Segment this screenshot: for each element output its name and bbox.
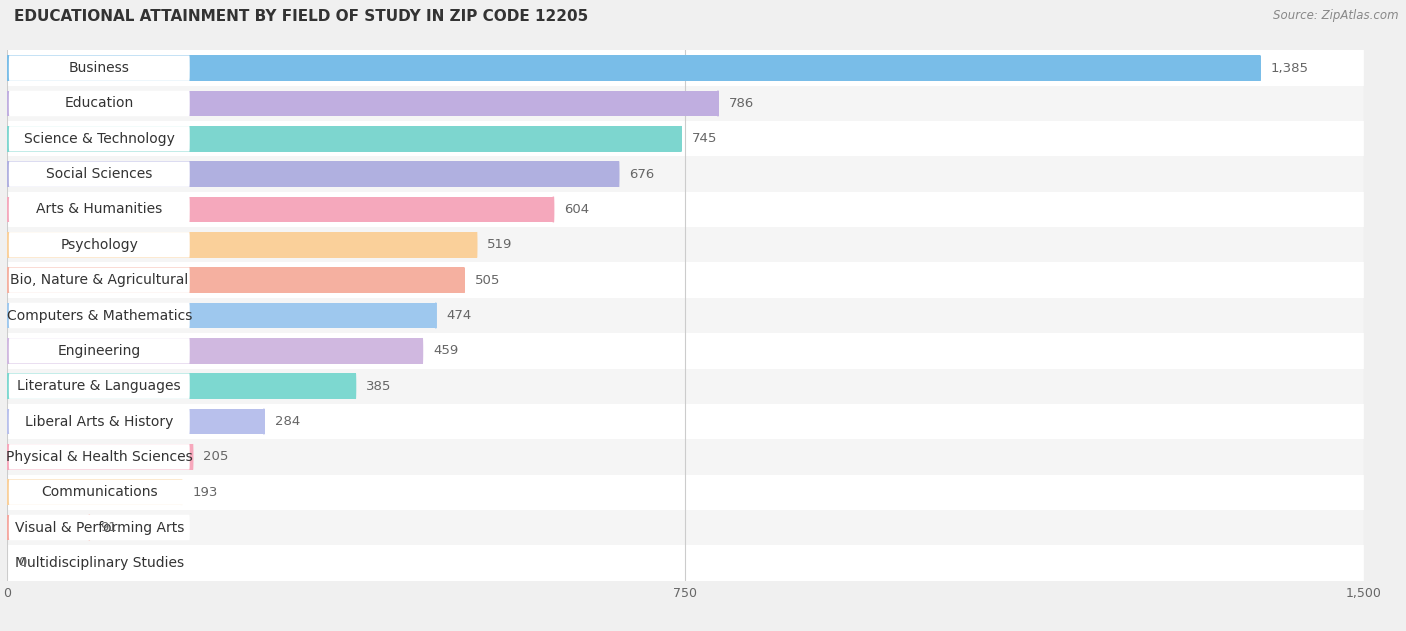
Text: Social Sciences: Social Sciences [46, 167, 152, 181]
Text: Bio, Nature & Agricultural: Bio, Nature & Agricultural [10, 273, 188, 287]
Text: 745: 745 [692, 133, 717, 145]
Bar [7, 480, 181, 505]
Text: Science & Technology: Science & Technology [24, 132, 174, 146]
FancyBboxPatch shape [8, 91, 190, 116]
Text: Communications: Communications [41, 485, 157, 499]
Bar [7, 510, 1364, 545]
Bar [7, 333, 1364, 369]
Bar [7, 50, 1364, 86]
Text: Literature & Languages: Literature & Languages [17, 379, 181, 393]
Text: 459: 459 [433, 345, 458, 357]
Text: Multidisciplinary Studies: Multidisciplinary Studies [14, 556, 184, 570]
Text: Visual & Performing Arts: Visual & Performing Arts [14, 521, 184, 534]
FancyBboxPatch shape [8, 374, 190, 399]
Bar [7, 156, 1364, 192]
Text: Arts & Humanities: Arts & Humanities [37, 203, 163, 216]
Text: Psychology: Psychology [60, 238, 138, 252]
Text: 474: 474 [447, 309, 472, 322]
Text: 786: 786 [728, 97, 754, 110]
FancyBboxPatch shape [8, 126, 190, 151]
Text: 0: 0 [18, 557, 27, 569]
Bar [7, 439, 1364, 475]
FancyBboxPatch shape [8, 550, 190, 575]
Bar [7, 197, 554, 222]
Bar [7, 162, 619, 187]
Bar [7, 338, 422, 363]
Text: Physical & Health Sciences: Physical & Health Sciences [6, 450, 193, 464]
FancyBboxPatch shape [8, 232, 190, 257]
Text: Education: Education [65, 97, 134, 110]
Bar [7, 91, 718, 116]
Bar [7, 262, 1364, 298]
Bar [7, 374, 356, 399]
Bar [7, 86, 1364, 121]
Text: Liberal Arts & History: Liberal Arts & History [25, 415, 173, 428]
Text: 505: 505 [475, 274, 501, 286]
Text: 91: 91 [100, 521, 117, 534]
Text: 676: 676 [630, 168, 655, 180]
Bar [7, 192, 1364, 227]
Bar [7, 409, 264, 434]
Text: 1,385: 1,385 [1271, 62, 1309, 74]
Text: Business: Business [69, 61, 129, 75]
Bar [7, 232, 477, 257]
Bar [7, 515, 90, 540]
Bar [7, 369, 1364, 404]
FancyBboxPatch shape [8, 56, 190, 81]
Bar [7, 126, 681, 151]
Bar [7, 121, 1364, 156]
Text: 385: 385 [366, 380, 391, 392]
Text: 519: 519 [488, 239, 513, 251]
Bar [7, 303, 436, 328]
Text: Engineering: Engineering [58, 344, 141, 358]
Text: Source: ZipAtlas.com: Source: ZipAtlas.com [1274, 9, 1399, 23]
FancyBboxPatch shape [8, 303, 190, 328]
FancyBboxPatch shape [8, 197, 190, 222]
FancyBboxPatch shape [8, 515, 190, 540]
Text: 205: 205 [204, 451, 229, 463]
Bar [7, 56, 1260, 81]
FancyBboxPatch shape [8, 268, 190, 293]
Bar [7, 545, 1364, 581]
Bar [7, 227, 1364, 262]
Bar [7, 404, 1364, 439]
Text: 284: 284 [274, 415, 299, 428]
FancyBboxPatch shape [8, 162, 190, 187]
FancyBboxPatch shape [8, 409, 190, 434]
Bar [7, 298, 1364, 333]
FancyBboxPatch shape [8, 338, 190, 363]
Bar [7, 444, 193, 469]
Bar [7, 475, 1364, 510]
FancyBboxPatch shape [8, 444, 190, 469]
Text: Computers & Mathematics: Computers & Mathematics [7, 309, 193, 322]
Text: 193: 193 [193, 486, 218, 498]
FancyBboxPatch shape [8, 480, 190, 505]
Text: 604: 604 [564, 203, 589, 216]
Text: EDUCATIONAL ATTAINMENT BY FIELD OF STUDY IN ZIP CODE 12205: EDUCATIONAL ATTAINMENT BY FIELD OF STUDY… [14, 9, 588, 25]
Bar [7, 268, 464, 293]
